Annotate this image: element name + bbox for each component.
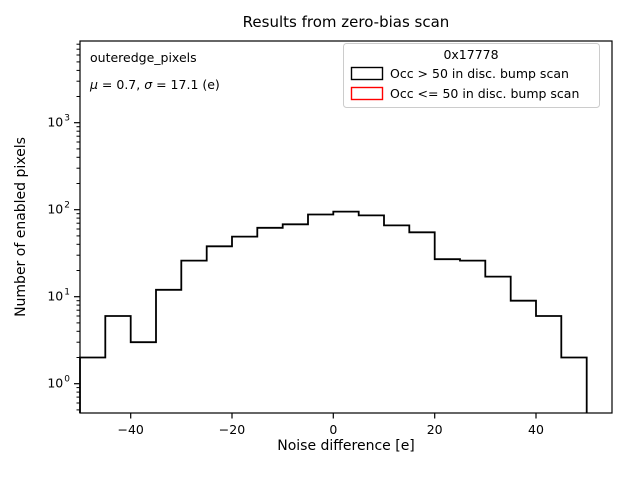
chart-title: Results from zero-bias scan — [243, 13, 450, 31]
sigma-value: = 17.1 (e) — [152, 77, 220, 92]
y-tick-exponent: 1 — [64, 288, 70, 298]
legend-label-occ-le-50: Occ <= 50 in disc. bump scan — [390, 86, 579, 101]
y-tick-label: 103 — [47, 114, 70, 130]
legend-frame — [343, 43, 600, 108]
y-tick-label: 100 — [47, 375, 70, 391]
legend-title: 0x17778 — [443, 47, 498, 62]
legend-label-occ-gt-50: Occ > 50 in disc. bump scan — [390, 66, 569, 81]
legend-swatch-black — [350, 66, 384, 81]
mu-sigma-text: μ = 0.7, σ = 17.1 (e) — [89, 77, 220, 92]
y-tick-exponent: 0 — [64, 375, 70, 385]
dataset-label: outeredge_pixels — [90, 50, 197, 65]
mu-symbol: μ — [89, 77, 98, 92]
legend-entry-occ-gt-50: Occ > 50 in disc. bump scan — [350, 66, 569, 81]
legend-swatch-red — [350, 86, 384, 101]
x-tick-label: −40 — [118, 422, 144, 437]
legend: 0x17778 Occ > 50 in disc. bump scan Occ … — [343, 43, 600, 108]
y-tick-base: 10 — [47, 376, 63, 391]
x-axis-ticks: −40 −20 0 20 40 — [118, 413, 544, 437]
x-axis-label: Noise difference [e] — [277, 438, 415, 454]
y-tick-label: 101 — [47, 288, 70, 304]
x-tick-label: 40 — [528, 422, 544, 437]
mu-value: = 0.7, — [98, 77, 144, 92]
y-tick-exponent: 3 — [64, 114, 70, 124]
sigma-symbol: σ — [144, 77, 153, 92]
x-tick-label: 0 — [329, 422, 337, 437]
y-axis-label: Number of enabled pixels — [13, 137, 29, 317]
plot-frame — [79, 40, 613, 414]
y-tick-base: 10 — [47, 115, 63, 130]
y-tick-label: 102 — [47, 201, 70, 217]
x-tick-label: 20 — [427, 422, 443, 437]
y-tick-base: 10 — [47, 289, 63, 304]
legend-entry-occ-le-50: Occ <= 50 in disc. bump scan — [350, 86, 579, 101]
histogram-step-line — [79, 210, 588, 413]
x-tick-label: −20 — [219, 422, 245, 437]
stats-annotation: outeredge_pixels μ = 0.7, σ = 17.1 (e) — [89, 50, 220, 92]
y-tick-exponent: 2 — [64, 201, 70, 211]
y-tick-base: 10 — [47, 202, 63, 217]
